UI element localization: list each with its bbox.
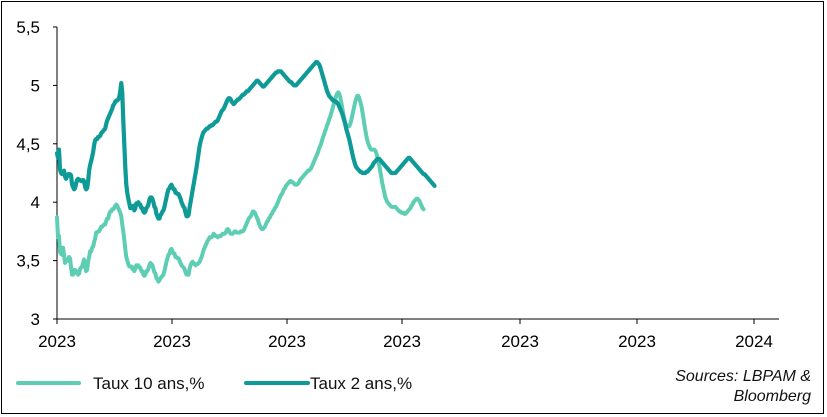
series-line-taux-2-ans: [54, 59, 437, 221]
y-tick-label: 5,5: [16, 18, 40, 37]
legend-item-taux-2-ans: Taux 2 ans,%: [244, 374, 412, 393]
source-line-1: Sources: LBPAM &: [675, 368, 811, 385]
legend-label: Taux 2 ans,%: [310, 374, 412, 393]
x-tick-label: 2023: [618, 332, 656, 351]
y-tick-label: 3: [31, 310, 40, 329]
x-tick-label: 2023: [38, 332, 76, 351]
x-tick-label: 2023: [268, 332, 306, 351]
source-note: Sources: LBPAM & Bloomberg: [675, 368, 811, 405]
y-tick-label: 4,5: [16, 135, 40, 154]
legend-item-taux-10-ans: Taux 10 ans,%: [16, 374, 205, 393]
legend: Taux 10 ans,% Taux 2 ans,%: [16, 374, 412, 393]
y-tick-label: 4: [31, 193, 40, 212]
y-tick-label: 3,5: [16, 252, 40, 271]
series-line-taux-10-ans: [55, 90, 426, 284]
y-tick-label: 5: [31, 76, 40, 95]
series-layer: [54, 59, 437, 284]
x-tick-label: 2023: [501, 332, 539, 351]
x-tick-label: 2024: [735, 332, 773, 351]
x-tick-label: 2023: [153, 332, 191, 351]
source-line-2: Bloomberg: [734, 388, 811, 405]
axes: 3 3,5 4 4,5 5 5,5 2023 2023 2023 2023 2023 2023 2024: [16, 18, 779, 351]
legend-label: Taux 10 ans,%: [93, 374, 205, 393]
x-tick-label: 2023: [383, 332, 421, 351]
